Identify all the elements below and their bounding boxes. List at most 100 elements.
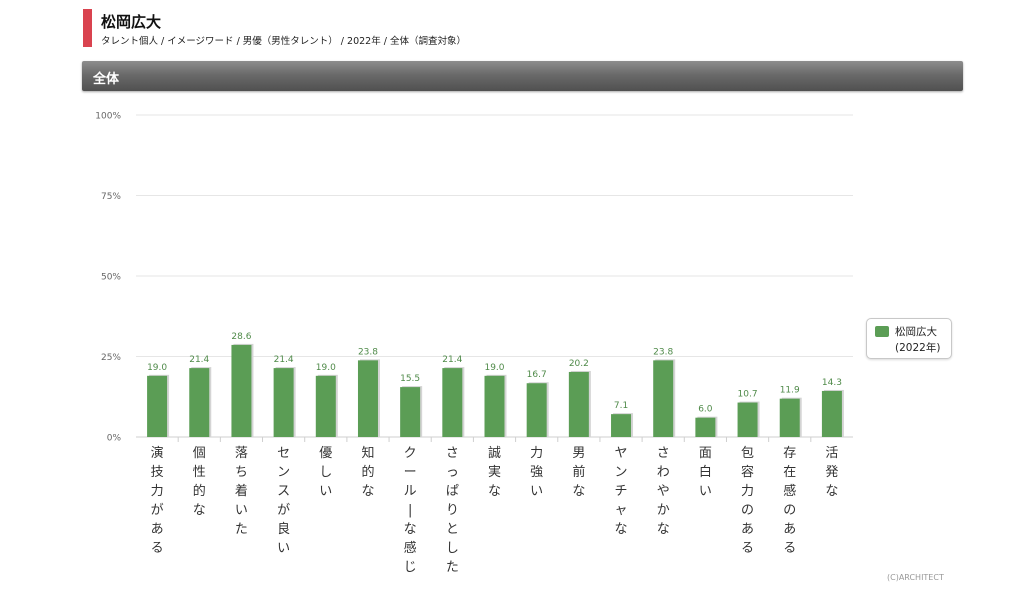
category-label: センスが良い [277,446,290,556]
value-label: 21.4 [442,355,462,365]
category-label-char: あ [741,522,754,537]
category-label: 面白い [699,446,712,499]
category-label-char: 誠 [488,446,501,461]
category-label-char: ン [615,465,628,480]
category-label-char: ち [235,465,248,480]
page-title: 松岡広大 [101,13,162,31]
bar [147,375,168,437]
category-label-char: 活 [825,446,838,461]
value-label: 23.8 [653,347,673,357]
value-label: 21.4 [274,355,294,365]
bar [821,390,842,437]
category-label-char: 個 [193,446,206,461]
category-label-char: ク [404,446,417,461]
y-tick-label: 50% [101,273,121,283]
category-label-char: 力 [530,446,543,461]
category-label-char: じ [404,560,417,575]
category-label-char: る [783,541,796,556]
category-label: 演技力がある [151,445,164,556]
category-label: ヤンチャな [615,446,628,537]
category-label: 男前な [572,446,585,499]
category-label-char: な [404,522,417,537]
bar [189,368,210,437]
category-label-char: 面 [699,446,712,461]
category-label-char: と [446,522,459,537]
category-label-char: 前 [572,464,585,480]
bar [442,368,463,437]
category-label-char: セ [277,446,290,461]
category-label-char: 的 [193,483,206,499]
value-label: 19.0 [484,363,504,373]
category-label-char: な [361,484,374,499]
category-label-char: あ [151,522,164,537]
section-title: 全体 [93,72,120,87]
category-label-char: る [741,541,754,556]
category-label-char: 強 [530,465,543,480]
category-label: さわやかな [657,446,670,537]
category-label-char: あ [783,522,796,537]
bar [273,368,294,437]
category-label-char: チ [615,484,628,499]
category-label-char: 技 [151,465,164,480]
category-label-char: 存 [783,446,796,461]
category-label-char: ル [404,484,417,499]
value-label: 11.9 [780,386,800,396]
bar [231,344,252,437]
bar [611,414,632,437]
legend-series-name: 松岡広大 [895,326,937,338]
category-label-char: ス [277,484,290,499]
copyright-credit: (C)ARCHITECT [887,573,944,582]
category-label: クール | な感じ [404,446,417,575]
bar [315,375,336,437]
value-label: 19.0 [147,363,167,373]
category-label-char: な [825,484,838,499]
category-label-char: 感 [783,483,796,499]
category-label: 個性的な [193,446,206,518]
category-label-char: っ [446,465,459,480]
legend-swatch [875,326,889,337]
category-label-char: 演 [151,445,164,461]
bar [357,360,378,437]
category-label: 優しい [319,446,332,499]
category-label-char: た [446,560,459,575]
category-label-char: 良 [277,521,290,537]
y-tick-label: 25% [101,353,121,363]
bar [568,371,589,437]
category-label-char: な [615,522,628,537]
bar [526,383,547,437]
category-label-char: か [657,503,670,518]
value-label: 7.1 [614,401,628,411]
category-label: 誠実な [488,446,501,499]
value-label: 10.7 [738,390,758,400]
bar [400,387,421,437]
category-label-char: 包 [741,446,754,461]
category-label-char: 実 [488,464,501,480]
value-label: 19.0 [316,363,336,373]
category-label-char: | [408,503,412,518]
category-label-char: ン [277,465,290,480]
category-label-char: さ [446,446,459,461]
category-label-char: な [657,522,670,537]
category-label-char: 力 [741,484,754,499]
y-tick-label: 100% [95,112,121,122]
category-label-char: 男 [572,446,585,461]
category-label-char: が [151,503,164,518]
category-label-char: 落 [235,446,248,461]
bar [484,375,505,437]
value-label: 28.6 [231,332,251,342]
category-label-char: た [235,522,248,537]
category-label-char: し [319,465,332,480]
value-label: 15.5 [400,374,420,384]
category-label-char: の [741,503,754,518]
category-label-char: さ [657,446,670,461]
breadcrumb: タレント個人 / イメージワード / 男優（男性タレント） / 2022年 / … [101,36,466,47]
bar [653,360,674,437]
category-label-char: な [488,484,501,499]
category-label: 存在感のある [783,446,796,556]
value-label: 16.7 [527,370,547,380]
category-label-char: ャ [615,503,628,518]
section-header: 全体 [82,61,963,91]
category-label-char: る [151,541,164,556]
category-label-char: い [235,503,248,518]
category-label-char: 着 [235,483,248,499]
